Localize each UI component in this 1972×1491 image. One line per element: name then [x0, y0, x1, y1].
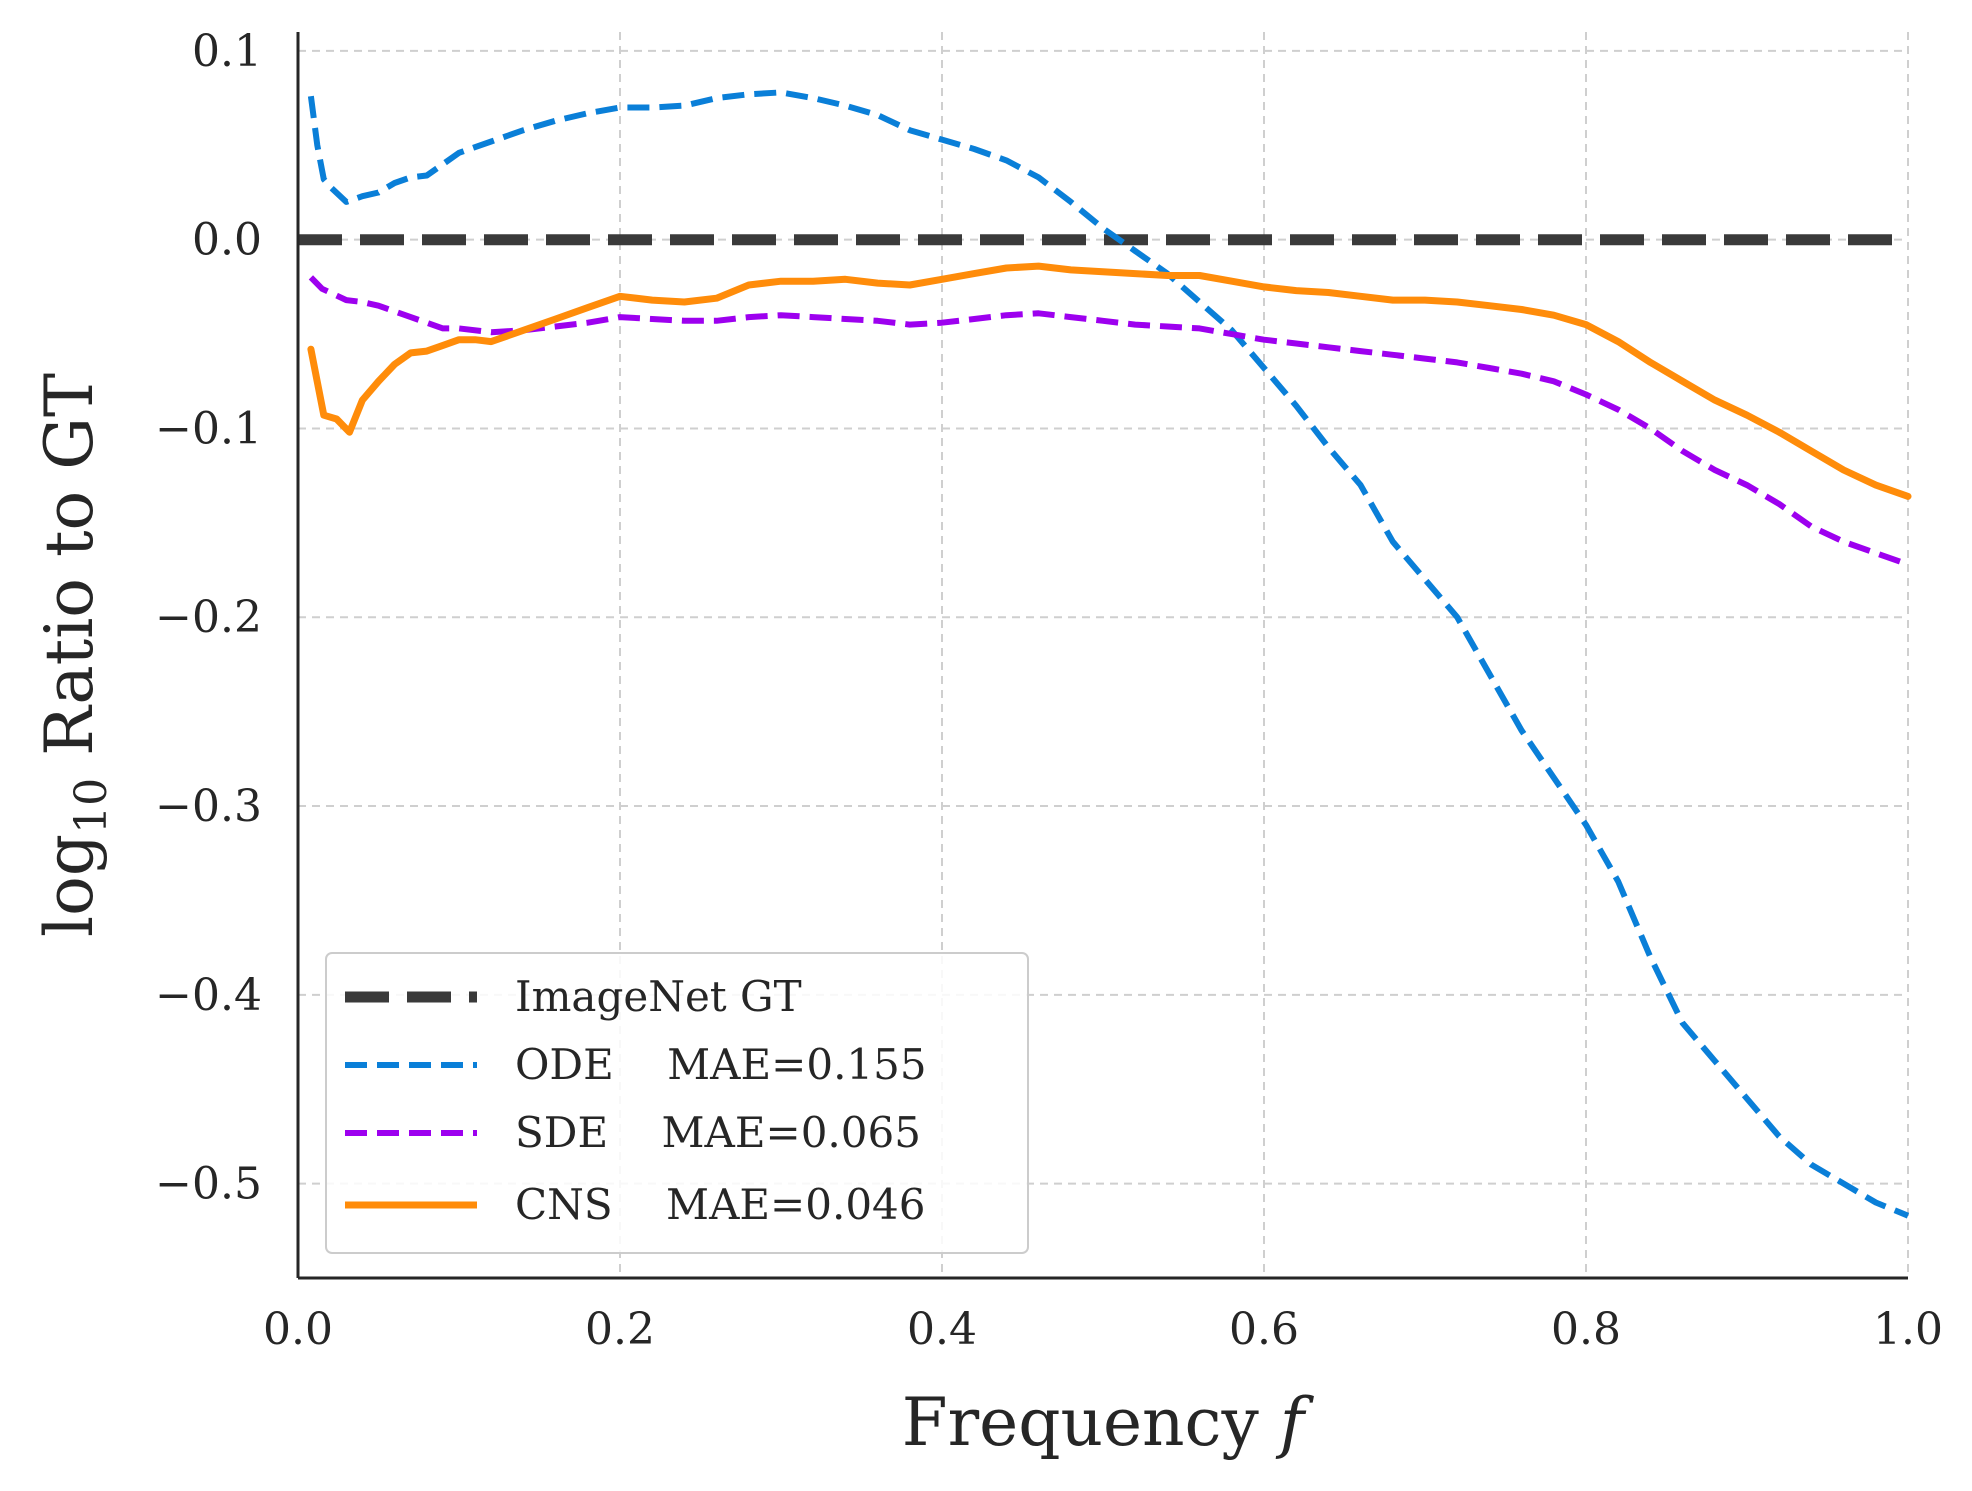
series-layer — [298, 89, 1912, 1219]
legend-box — [325, 952, 1029, 1254]
x-axis-title: Frequency f — [902, 1384, 1315, 1461]
x-tick-label-3: 0.6 — [1229, 1304, 1299, 1355]
legend: ImageNet GT ODE MAE=0.155 SDE MAE=0.065 … — [325, 952, 1029, 1254]
y-tick-label-4: −0.3 — [155, 781, 262, 832]
x-tick-label-5: 1.0 — [1873, 1304, 1943, 1355]
y-tick-labels: 0.1 0.0 −0.1 −0.2 −0.3 −0.4 −0.5 — [155, 26, 262, 1210]
y-axis-title: log10 Ratio to GT — [31, 373, 117, 937]
legend-label-ode: ODE MAE=0.155 — [515, 1040, 927, 1089]
x-tick-label-4: 0.8 — [1551, 1304, 1621, 1355]
y-axis-title-prefix: log — [31, 834, 108, 937]
y-tick-label-5: −0.4 — [155, 970, 262, 1021]
legend-entry-sde: SDE MAE=0.065 — [345, 1108, 921, 1157]
x-tick-label-2: 0.4 — [907, 1304, 977, 1355]
legend-entry-cns: CNS MAE=0.046 — [345, 1180, 925, 1229]
y-tick-label-1: 0.0 — [192, 215, 262, 266]
y-tick-label-0: 0.1 — [192, 26, 262, 77]
legend-entry-ode: ODE MAE=0.155 — [345, 1040, 927, 1089]
series-line-sde — [308, 275, 1909, 568]
x-axis-title-text: Frequency — [902, 1384, 1260, 1461]
y-tick-label-2: −0.1 — [155, 403, 262, 454]
x-tick-label-0: 0.0 — [263, 1304, 333, 1355]
y-axis-title-suffix: Ratio to GT — [31, 373, 108, 756]
y-tick-label-6: −0.5 — [155, 1159, 262, 1210]
y-tick-label-3: −0.2 — [155, 592, 262, 643]
axes — [296, 32, 1908, 1280]
y-axis-title-subscript: 10 — [66, 778, 117, 834]
x-tick-labels: 0.0 0.2 0.4 0.6 0.8 1.0 — [263, 1304, 1943, 1355]
legend-label-sde: SDE MAE=0.065 — [515, 1108, 921, 1157]
series-line-ode — [307, 89, 1910, 1219]
legend-label-cns: CNS MAE=0.046 — [515, 1180, 925, 1229]
series-line-cns — [307, 262, 1912, 500]
legend-entry-imagenet-gt: ImageNet GT — [345, 972, 802, 1021]
svg-text:log10Ratio to GT: log10 Ratio to GT — [31, 373, 117, 937]
legend-label-imagenet-gt: ImageNet GT — [515, 972, 802, 1021]
x-tick-label-1: 0.2 — [585, 1304, 655, 1355]
